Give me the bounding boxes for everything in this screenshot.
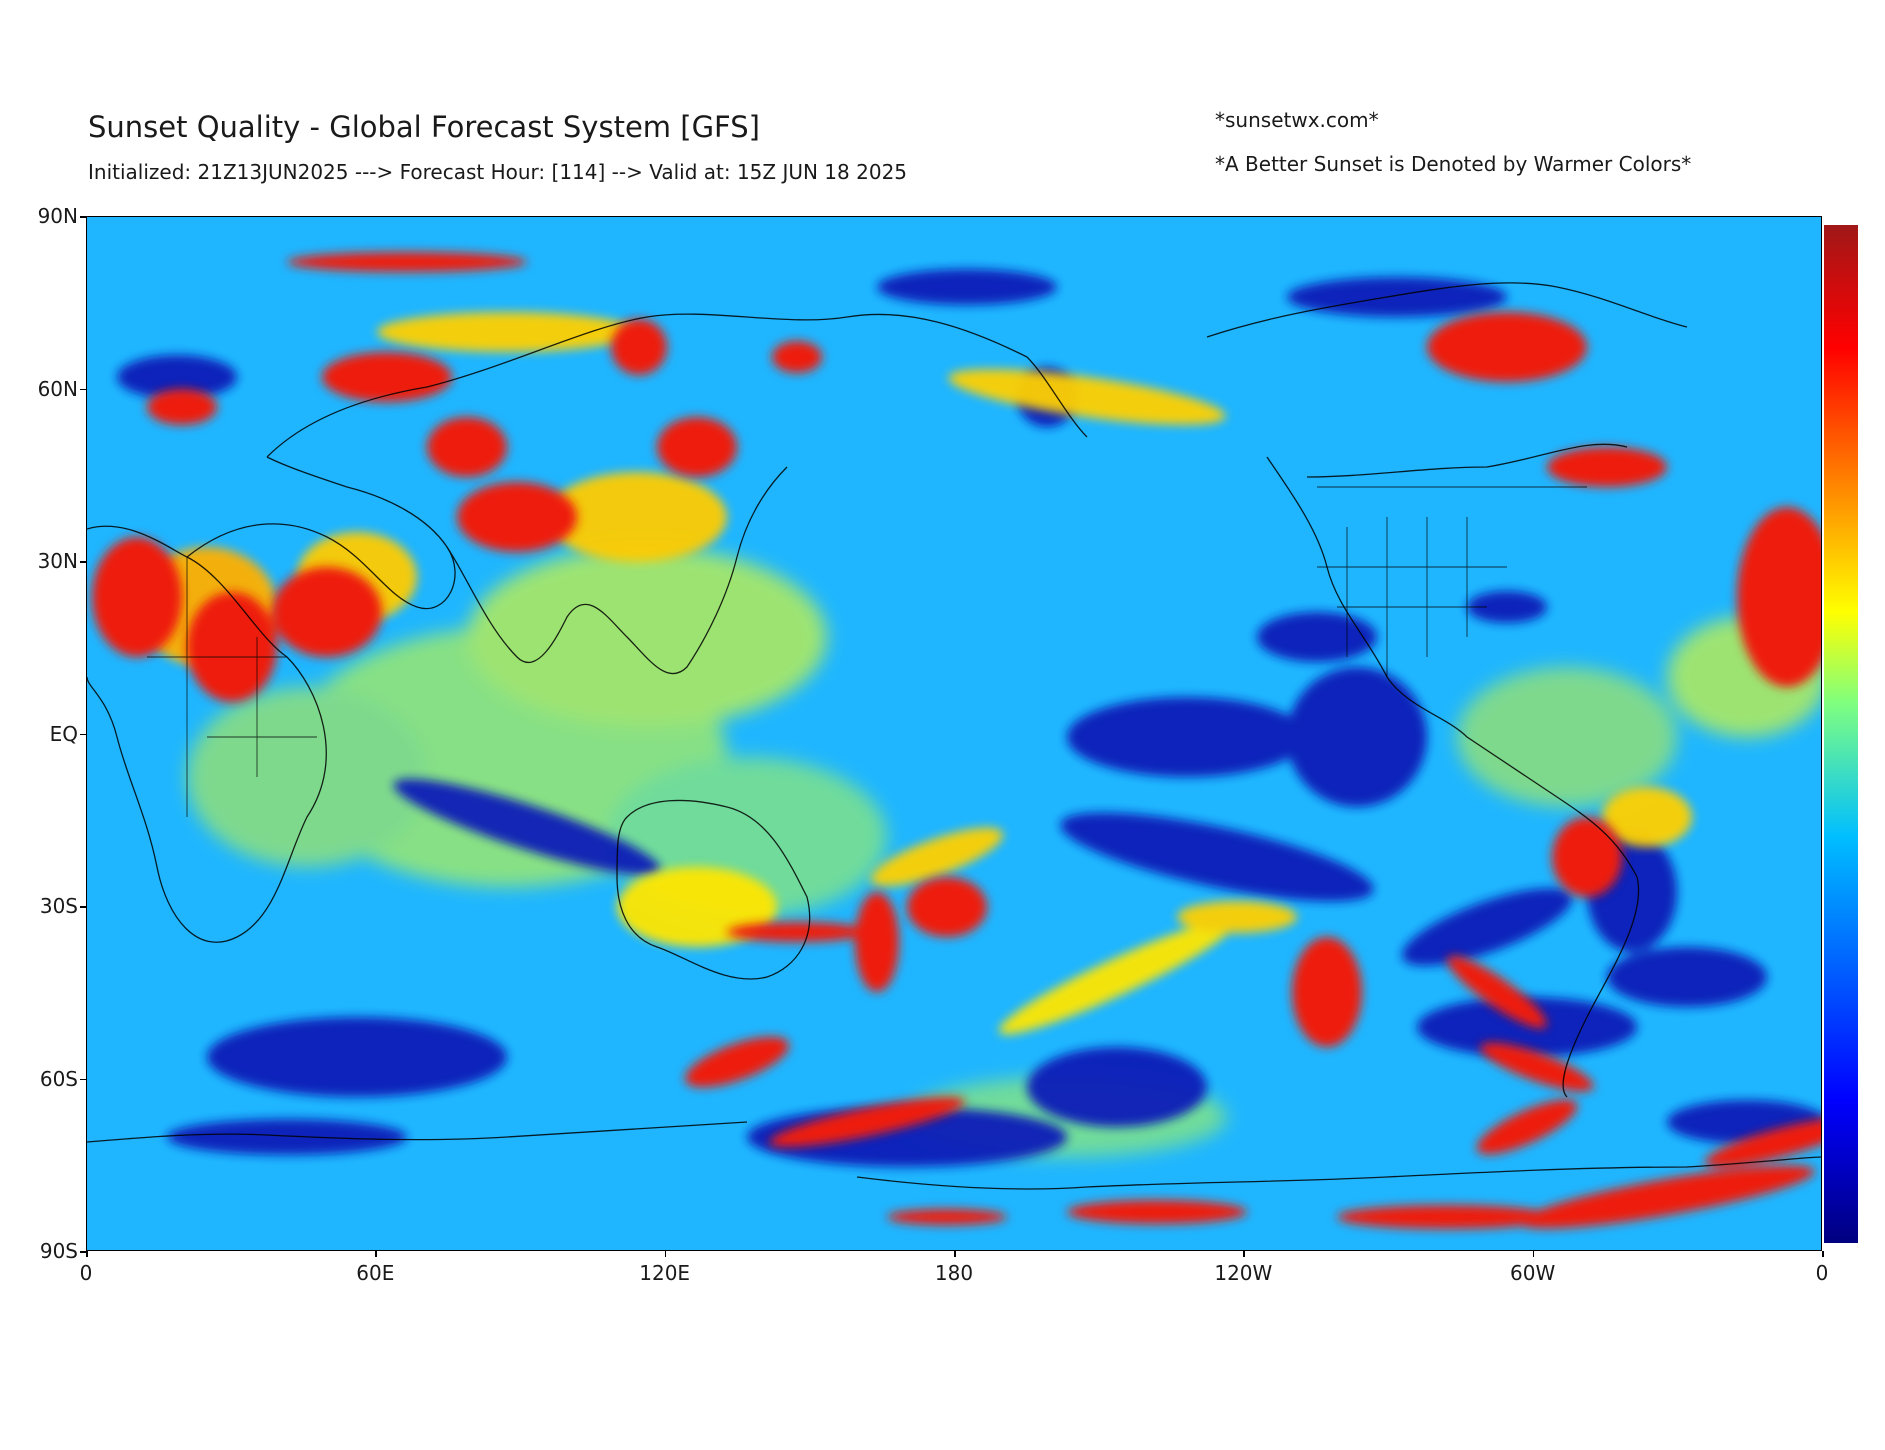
y-tick-label: 90N <box>37 204 78 228</box>
x-tick-mark <box>1822 1251 1824 1257</box>
map-canvas <box>87 217 1821 1250</box>
x-tick-mark <box>1243 1251 1245 1257</box>
x-tick-mark <box>86 1251 88 1257</box>
map-title: Sunset Quality - Global Forecast System … <box>88 110 760 144</box>
x-tick-label: 60E <box>356 1261 395 1285</box>
map-subtitle: Initialized: 21Z13JUN2025 ---> Forecast … <box>88 160 908 184</box>
y-tick-label: 90S <box>39 1239 78 1263</box>
forecast-map <box>86 216 1822 1251</box>
coastlines <box>87 282 1821 1190</box>
y-tick-label: 30N <box>37 549 78 573</box>
x-tick-label: 120W <box>1214 1261 1273 1285</box>
x-tick-mark <box>664 1251 667 1257</box>
source-credit: *sunsetwx.com* <box>1215 108 1379 132</box>
x-tick-label: 60W <box>1510 1261 1556 1285</box>
x-tick-label: 120E <box>639 1261 691 1285</box>
color-note: *A Better Sunset is Denoted by Warmer Co… <box>1215 152 1692 176</box>
x-tick-label: 0 <box>79 1261 93 1285</box>
y-tick-label: 60S <box>39 1066 78 1091</box>
colorbar <box>1824 225 1858 1243</box>
x-tick-mark <box>954 1251 956 1257</box>
x-tick-label: 180 <box>934 1261 974 1285</box>
high-quality-regions <box>92 252 1821 1229</box>
x-tick-mark <box>1532 1251 1535 1257</box>
y-tick-label: 60N <box>37 376 78 401</box>
x-tick-mark <box>375 1251 377 1257</box>
y-tick-mark <box>80 1251 86 1253</box>
low-quality-regions <box>117 269 1821 1167</box>
x-tick-label: 0 <box>1815 1261 1829 1285</box>
y-tick-label: EQ <box>49 721 78 746</box>
political-borders <box>147 486 1587 817</box>
y-tick-label: 30S <box>39 894 78 918</box>
